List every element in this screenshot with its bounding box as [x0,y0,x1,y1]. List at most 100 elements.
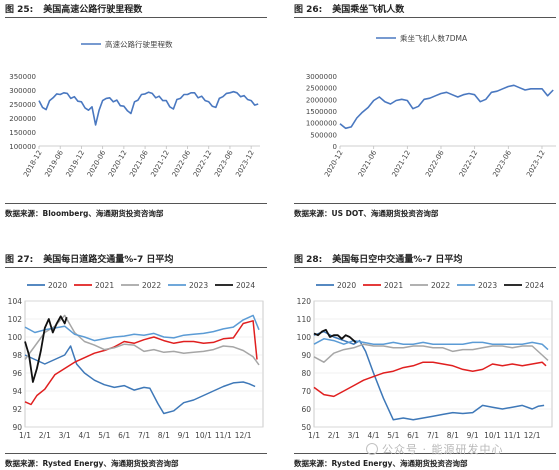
y-tick-label: 96 [12,369,22,378]
title-rule [294,267,556,268]
wechat-icon [366,443,378,455]
y-tick-label: 50 [301,423,311,432]
series-line-2024 [24,315,68,383]
y-tick-label: 200000 [9,115,36,123]
x-tick-label: 3/1 [348,431,360,440]
x-tick-label: 2022-12 [192,149,214,178]
legend-label-2023: 2023 [478,281,497,290]
watermark: 公众号 · 能源研发中心 [366,441,504,457]
x-tick-label: 2023-06 [213,149,235,179]
source-rule [5,453,267,454]
x-tick-label: 9/1 [178,431,190,440]
y-tick-label: 100000 [9,143,36,151]
figure-number: 图 25: [5,5,34,15]
legend-label-2021: 2021 [384,281,403,290]
y-tick-label: 350000 [9,73,36,81]
x-tick-label: 2021-06 [357,149,379,179]
x-tick-label: 2/1 [39,431,51,440]
x-tick-label: 2023-12 [234,149,256,178]
x-tick-label: 2021-12 [391,149,413,178]
y-tick-label: 80 [301,369,311,378]
x-tick-label: 11/1 [504,431,521,440]
series-line-2020 [24,345,256,415]
x-tick-label: 9/1 [467,431,479,440]
y-tick-label: 1500000 [306,108,337,116]
chart-highway-miles: 100000 150000 200000 250000 300000 350000 2018… [9,39,260,179]
figure-title: 美国每日空中交通量%-7 日平均 [332,255,463,265]
x-tick-label: 2022-12 [458,149,480,178]
y-tick-label: 94 [12,387,22,396]
x-tick-label: 2020-12 [107,149,129,178]
x-tick-label: 7/1 [138,431,150,440]
x-tick-label: 2023-06 [491,149,513,179]
y-tick-label: 2500000 [306,85,337,93]
x-tick-label: 2021-12 [149,149,171,178]
series-line-2022 [24,314,260,366]
source-note: 数据来源：US DOT、海通期货投资咨询部 [294,209,439,218]
source-note: 数据来源：Rysted Energy、海通期货投资咨询部 [5,459,179,468]
panel-title: 图 25: 美国高速公路行驶里程数 [5,2,142,15]
x-tick-label: 2020-06 [86,149,108,179]
x-tick-label: 1/1 [19,431,31,440]
y-tick-label: 100 [297,333,312,342]
series-line-2021 [24,320,258,406]
y-tick-label: 150000 [9,129,36,137]
y-tick-label: 90 [301,351,311,360]
legend-label: 高速公路行驶里程数 [105,39,173,49]
y-tick-label: 90 [12,423,22,432]
legend-label-2023: 2023 [189,281,208,290]
source-note: 数据来源：Rysted Energy、海通期货投资咨询部 [294,459,468,468]
y-tick-label: 1000000 [306,120,337,128]
legend-label-2024: 2024 [236,281,255,290]
y-tick-label: 500000 [310,131,337,139]
series-line-2023 [24,314,260,342]
x-tick-label: 7/1 [427,431,439,440]
y-tick-label: 250000 [9,101,36,109]
chart-air-passengers: 0 500000 1000000 1500000 2000000 2500000 30000… [306,33,556,179]
figure-number: 图 27: [5,255,34,265]
y-tick-label: 100 [8,333,23,342]
x-tick-label: 5/1 [387,431,399,440]
x-tick-label: 6/1 [118,431,130,440]
x-tick-label: 2022-06 [424,149,446,179]
panel-fig25: 图 25: 美国高速公路行驶里程数 100000 150000 200000 25000… [5,0,267,222]
x-tick-label: 12/1 [235,431,252,440]
series-line-2022 [313,343,549,363]
series-line [38,90,259,126]
y-tick-label: 104 [8,297,23,306]
panel-fig26: 图 26: 美国乘坐飞机人数 0 500000 1000000 1500000 20000… [294,0,556,222]
y-tick-label: 0 [333,143,337,151]
y-tick-label: 60 [301,405,311,414]
x-tick-label: 2021-06 [128,149,150,179]
source-note: 数据来源：Bloomberg、海通期货投资咨询部 [5,209,164,218]
x-tick-label: 2020-12 [323,149,345,178]
chart-road-traffic: 90 92 94 96 98 100 102 104 1/1 2/1 3/1 4/1 5/1 6/1 7/1… [8,281,264,440]
panel-fig28: 图 28: 美国每日空中交通量%-7 日平均 50 60 70 80 90 100 110 12… [294,250,556,470]
panel-title: 图 27: 美国每日道路交通量%-7 日平均 [5,252,173,265]
y-tick-label: 2000000 [306,96,337,104]
figure-title: 美国每日道路交通量%-7 日平均 [43,255,174,265]
source-rule [5,203,267,204]
x-tick-label: 4/1 [78,431,90,440]
x-tick-label: 5/1 [98,431,110,440]
y-tick-label: 70 [301,387,311,396]
y-tick-label: 120 [297,297,312,306]
x-tick-label: 4/1 [367,431,379,440]
figure-number: 图 28: [294,255,323,265]
x-tick-label: 2022-06 [171,149,193,179]
legend-label-2022: 2022 [142,281,161,290]
legend-label-2020: 2020 [48,281,67,290]
y-tick-label: 98 [12,351,22,360]
source-rule [294,203,556,204]
y-tick-label: 300000 [9,87,36,95]
x-tick-label: 11/1 [215,431,232,440]
y-tick-label: 110 [297,315,312,324]
title-rule [5,17,267,18]
figure-title: 美国高速公路行驶里程数 [43,5,143,15]
x-tick-label: 1/1 [308,431,320,440]
x-tick-label: 8/1 [447,431,459,440]
x-tick-label: 6/1 [407,431,419,440]
y-tick-label: 92 [12,405,22,414]
legend-label: 乘坐飞机人数7DMA [400,33,468,43]
source-rule [294,453,556,454]
